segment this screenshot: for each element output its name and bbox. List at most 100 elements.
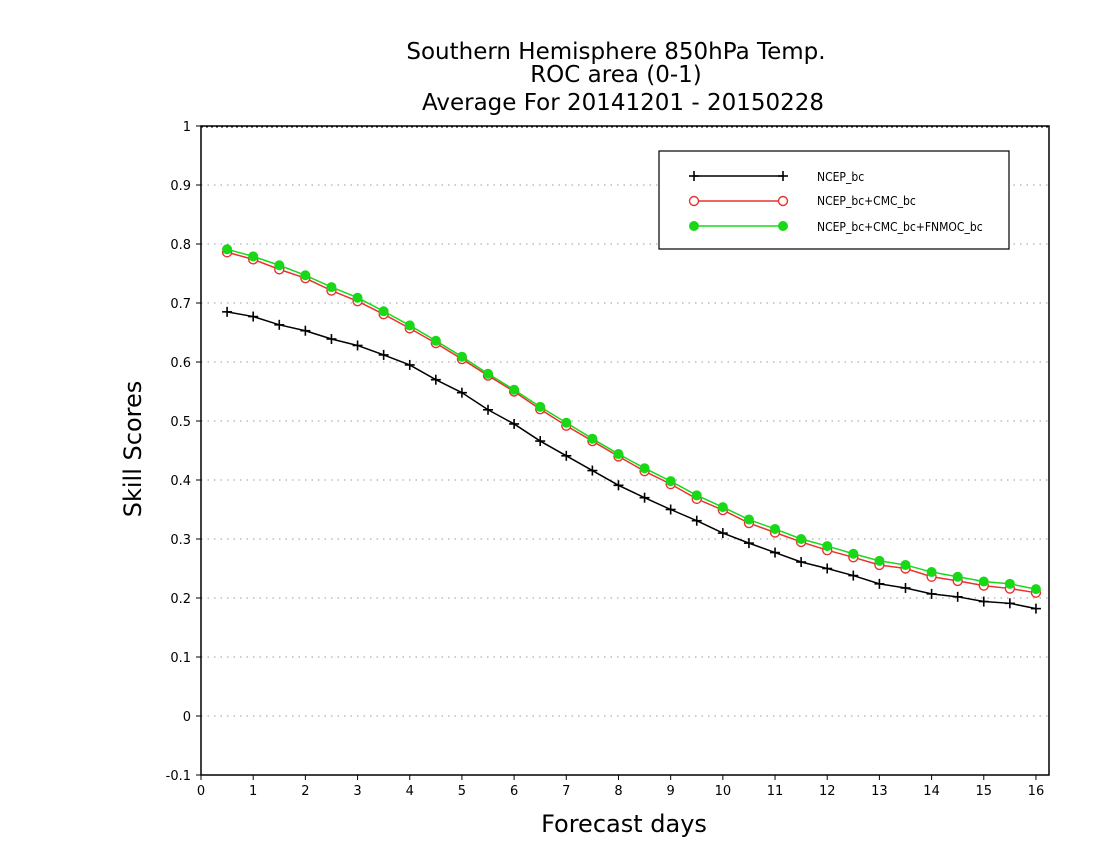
data-point (430, 374, 441, 385)
plot-frame (200, 125, 1050, 776)
data-point (326, 282, 337, 293)
data-point (796, 534, 807, 544)
axis-ticks: -0.100.10.20.30.40.50.60.70.80.910 1 2 3 4 5 6… (166, 120, 1045, 799)
data-point (352, 292, 363, 303)
legend-label-ncep-bc: NCEP_bc (817, 170, 864, 184)
series-line (226, 251, 1037, 594)
data-point (274, 319, 285, 330)
x-tick-label: 8 (614, 784, 622, 799)
x-tick-label: 14 (923, 784, 940, 799)
data-point (926, 588, 937, 599)
legend-marker (688, 195, 700, 207)
data-point (300, 270, 311, 281)
x-tick-label: 0 (197, 784, 205, 799)
y-tick-label: 0.4 (170, 474, 191, 489)
legend-box (658, 150, 1010, 250)
data-point (561, 450, 572, 461)
x-tick-label: 1 (249, 784, 257, 799)
data-point (535, 436, 546, 447)
data-point (404, 320, 415, 331)
y-tick-label: 1 (183, 120, 191, 135)
data-point (535, 401, 546, 412)
data-point (717, 502, 728, 513)
x-tick-label: 11 (767, 784, 784, 799)
data-point (613, 480, 624, 491)
data-point (509, 384, 520, 395)
data-point (248, 311, 259, 322)
data-point (874, 578, 885, 589)
data-point (483, 404, 494, 415)
series-layer (221, 244, 1042, 614)
data-point (665, 504, 676, 515)
data-point (456, 351, 467, 362)
data-point (639, 492, 650, 503)
x-tick-label: 9 (667, 784, 675, 799)
data-point (587, 465, 598, 476)
data-point (952, 591, 963, 602)
data-point (483, 368, 494, 379)
data-point (848, 548, 859, 559)
y-tick-label: 0.2 (170, 592, 191, 607)
data-point (848, 570, 859, 581)
data-point (665, 476, 676, 487)
series-line (226, 248, 1037, 590)
y-tick-label: -0.1 (166, 769, 191, 784)
data-point (248, 251, 259, 262)
x-tick-label: 3 (353, 784, 361, 799)
data-point (378, 306, 389, 317)
legend-marker (689, 221, 699, 231)
x-tick-label: 10 (715, 784, 732, 799)
data-point (222, 306, 233, 317)
legend-samples (688, 171, 789, 231)
data-point (222, 244, 233, 255)
data-point (1030, 584, 1041, 595)
data-point (587, 433, 598, 444)
data-point (430, 335, 441, 346)
y-tick-label: 0.7 (170, 297, 191, 312)
data-point (874, 555, 885, 566)
x-tick-label: 7 (562, 784, 570, 799)
x-tick-label: 6 (510, 784, 518, 799)
x-axis-label: Forecast days (541, 810, 707, 838)
data-point (796, 557, 807, 568)
data-point (952, 571, 963, 582)
y-tick-label: 0 (183, 710, 191, 725)
chart-title-line-2: ROC area (0-1) (530, 62, 702, 88)
data-point (404, 359, 415, 370)
x-tick-label: 15 (975, 784, 992, 799)
data-point (1004, 578, 1015, 589)
x-tick-label: 2 (301, 784, 309, 799)
x-tick-label: 13 (871, 784, 888, 799)
series-ncep-cmc-fnmoc (222, 244, 1041, 595)
data-point (743, 514, 754, 525)
data-point (743, 538, 754, 549)
data-point (717, 528, 728, 539)
chart-title-line-1: Southern Hemisphere 850hPa Temp. (406, 39, 825, 65)
data-point (1004, 598, 1015, 609)
data-point (926, 567, 937, 578)
series-ncep-cmc (221, 247, 1042, 598)
data-point (770, 523, 781, 534)
legend-marker (778, 221, 788, 231)
data-point (378, 349, 389, 360)
y-axis-label: Skill Scores (119, 381, 147, 518)
data-point (900, 559, 911, 570)
data-point (822, 541, 833, 552)
y-tick-label: 0.1 (170, 651, 191, 666)
data-point (613, 449, 624, 460)
data-point (300, 325, 311, 336)
y-tick-label: 0.5 (170, 415, 191, 430)
y-tick-label: 0.3 (170, 533, 191, 548)
x-tick-label: 4 (406, 784, 414, 799)
data-point (456, 387, 467, 398)
data-point (639, 463, 650, 474)
y-tick-label: 0.6 (170, 356, 191, 371)
data-point (691, 490, 702, 501)
legend-marker (777, 195, 789, 207)
data-point (900, 582, 911, 593)
data-point (978, 596, 989, 607)
data-point (1030, 603, 1041, 614)
series-ncep-bc (222, 306, 1041, 614)
chart-title-line-3: Average For 20141201 - 20150228 (422, 90, 824, 116)
